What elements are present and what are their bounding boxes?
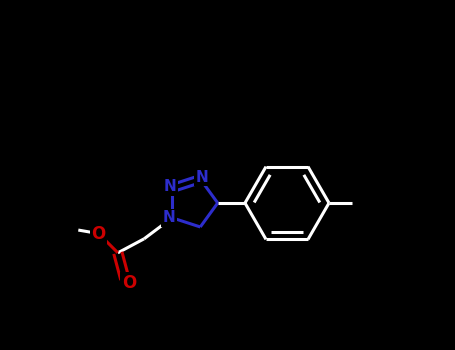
Text: N: N [164, 179, 177, 194]
Text: O: O [122, 274, 136, 292]
Text: O: O [91, 225, 106, 243]
Text: N: N [196, 170, 208, 185]
Text: N: N [163, 210, 176, 225]
